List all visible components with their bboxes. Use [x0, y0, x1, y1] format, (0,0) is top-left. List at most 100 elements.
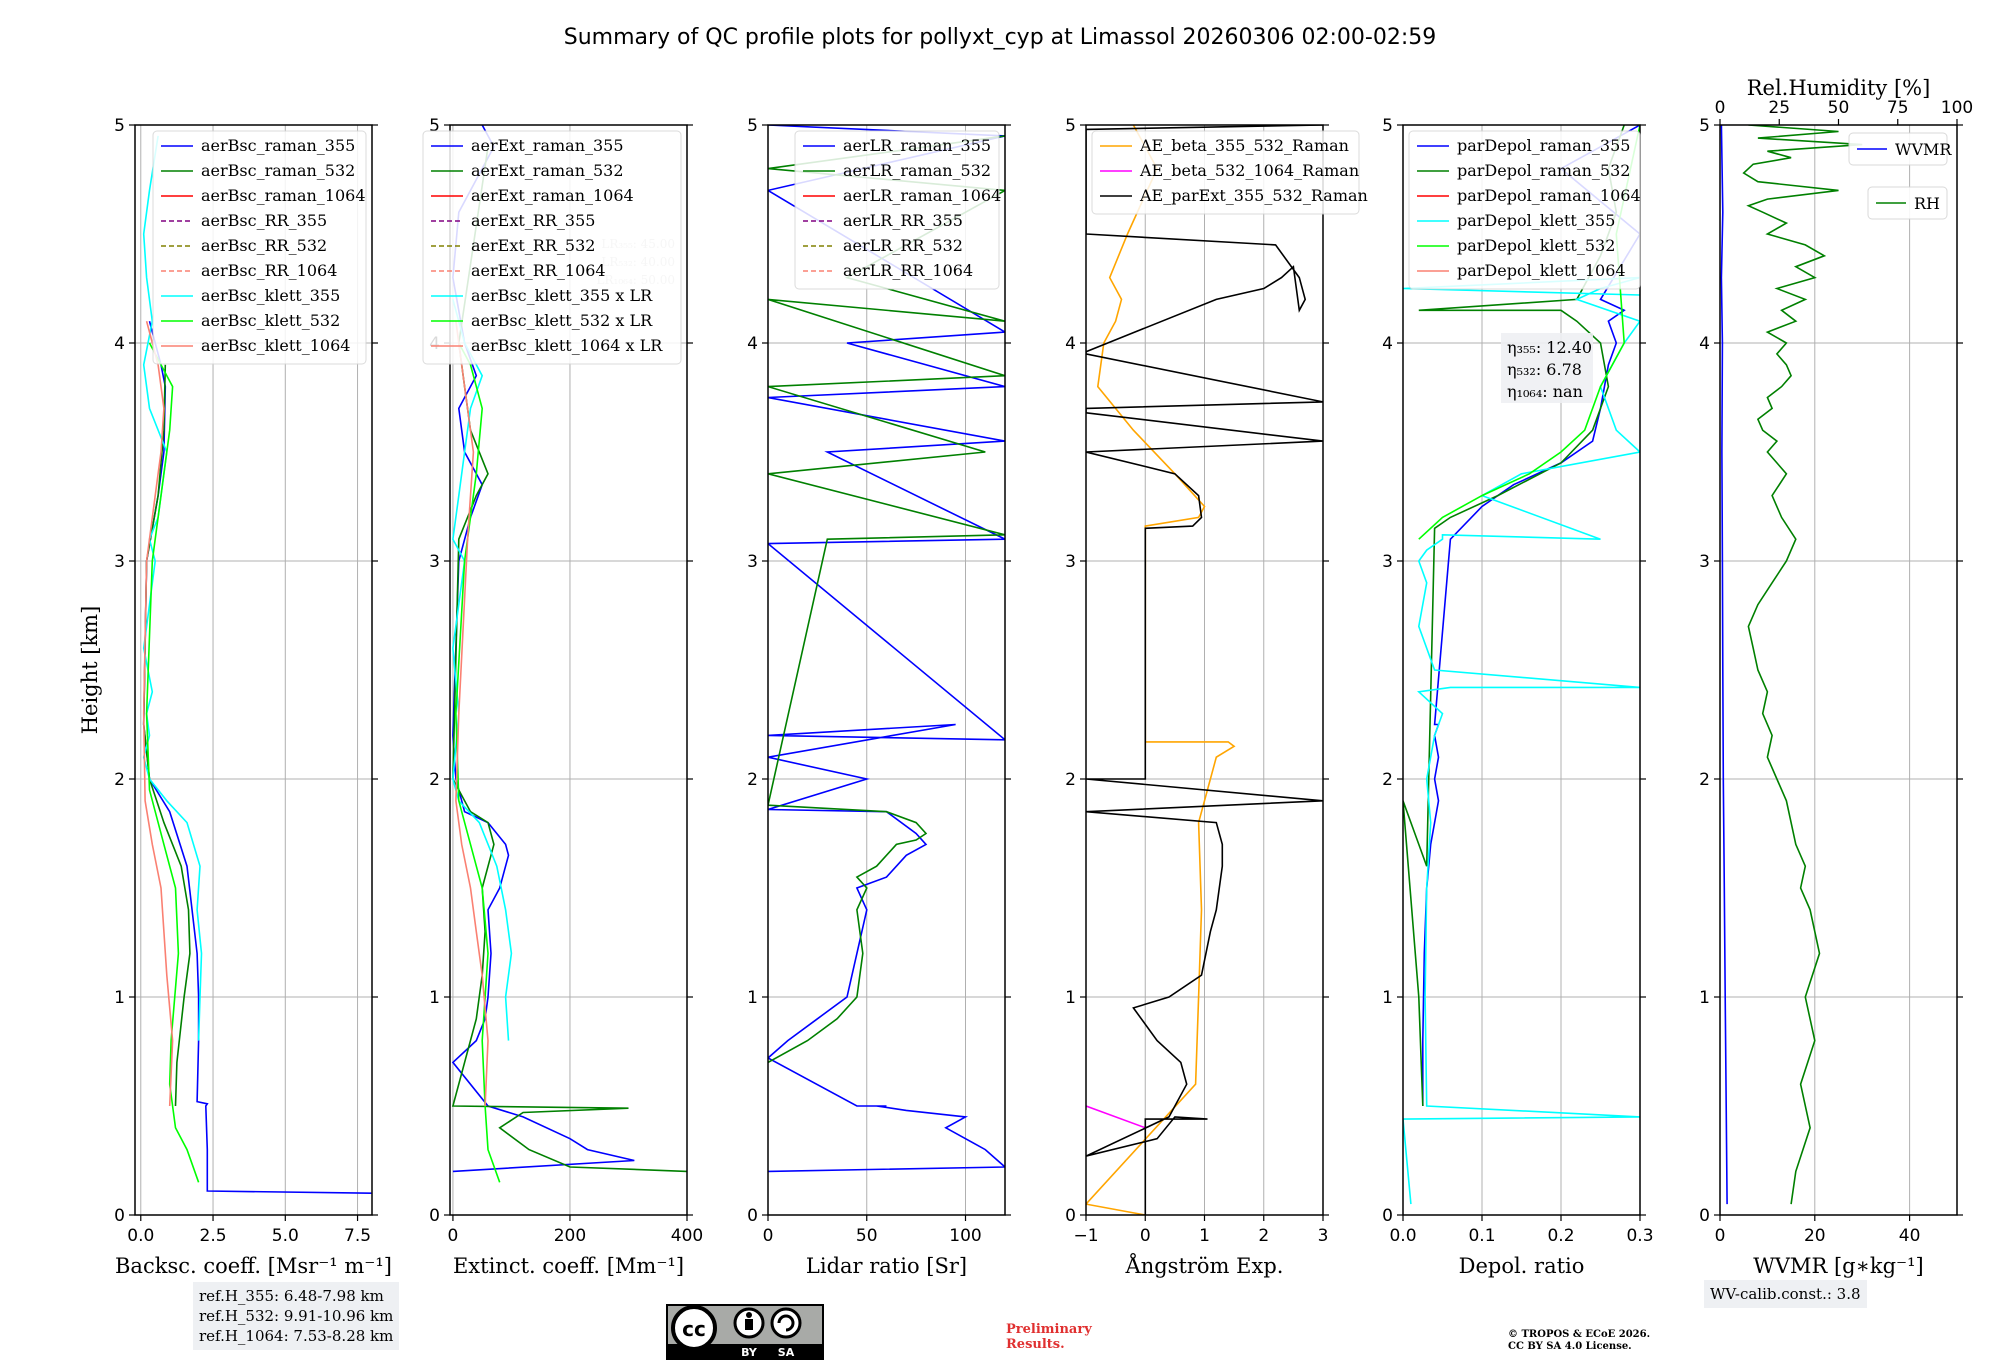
series-line-ae-parext-355-532-raman	[1086, 125, 1323, 1215]
figure-title: Summary of QC profile plots for pollyxt_…	[564, 25, 1437, 50]
panel-depol: 0.0 0.1 0.2 0.3 0 1 2 3 4 5 Depol. ratio η₃₅₅: 12.4…	[1382, 116, 1653, 1278]
legend-entry: AE_beta_532_1064_Raman	[1139, 161, 1359, 180]
legend-box	[1848, 132, 1948, 166]
legend-entry: WVMR	[1895, 140, 1952, 159]
legend: WVMR RH	[1848, 132, 1952, 220]
y-tick-label: 1	[1382, 988, 1393, 1008]
series-line-aerbsc-klett-355	[142, 135, 203, 1041]
legend-entry: aerExt_raman_1064	[471, 186, 634, 205]
axes-frame	[134, 124, 373, 1216]
y-tick-label: 4	[1699, 334, 1710, 354]
legend-box	[794, 130, 1000, 290]
ref-height-355: ref.H_355: 6.48-7.98 km	[199, 1287, 384, 1305]
series-line-aerlr-raman-532	[768, 135, 1005, 1064]
series-group	[142, 135, 372, 1194]
series-line-aerbsc-klett-532	[145, 342, 200, 1183]
y-tick-label: 2	[1699, 770, 1710, 790]
top-tick-label: 75	[1887, 98, 1909, 118]
x-tick-label: 0.0	[127, 1226, 154, 1246]
cc-sa-label: SA	[778, 1346, 795, 1359]
legend-entry: parDepol_klett_1064	[1457, 261, 1626, 280]
y-tick-label: 2	[1065, 770, 1076, 790]
series-line-aerbsc-raman-532	[142, 364, 191, 1107]
y-tick-label: 2	[114, 770, 125, 790]
top-axis-label: Rel.Humidity [%]	[1747, 76, 1931, 100]
x-tick-label: −1	[1073, 1226, 1098, 1246]
series-line-aerlr-raman-355	[768, 125, 1005, 1173]
y-tick-label: 5	[1065, 116, 1076, 136]
legend-box	[422, 130, 682, 365]
x-tick-label: 0.2	[1547, 1226, 1574, 1246]
series-line-aerbsc-klett-532-x-lr	[455, 342, 501, 1183]
legend-entry: AE_beta_355_532_Raman	[1139, 136, 1349, 155]
preliminary-line-2: Results.	[1006, 1337, 1065, 1352]
svg-text:cc: cc	[682, 1317, 706, 1341]
legend: aerExt_raman_355 aerExt_raman_532 aerExt_r…	[422, 130, 682, 365]
ref-heights-box: ref.H_355: 6.48-7.98 km ref.H_532: 9.91-…	[193, 1282, 400, 1350]
y-tick-label: 4	[747, 334, 758, 354]
copyright-note: © TROPOS & ECoE 2026. CC BY SA 4.0 Licen…	[1508, 1329, 1650, 1353]
x-tick-label: 2.5	[200, 1226, 227, 1246]
x-tick-label: 20	[1804, 1226, 1826, 1246]
x-tick-label: 2	[1258, 1226, 1269, 1246]
top-tick-label: 0	[1715, 98, 1726, 118]
x-tick-label: 0.3	[1626, 1226, 1653, 1246]
series-line-aerbsc-klett-1064-x-lr	[455, 321, 489, 1107]
legend: aerBsc_raman_355 aerBsc_raman_532 aerBsc_r…	[152, 130, 367, 365]
legend-entry: aerLR_RR_532	[843, 236, 963, 255]
legend-box	[1867, 186, 1948, 220]
panel-lr: 0 50 100 0 1 2 3 4 5 Lidar ratio [Sr] aerLR_raman_…	[747, 116, 1011, 1278]
legend-entry: aerBsc_RR_355	[201, 211, 327, 230]
y-tick-label: 3	[429, 552, 440, 572]
y-axis-label: Height [km]	[78, 606, 102, 735]
legend-entry: aerBsc_raman_355	[201, 136, 355, 155]
x-tick-label: 0	[448, 1226, 459, 1246]
series-line-ae-beta-355-532-raman	[1086, 125, 1236, 1215]
series-group	[1720, 125, 1863, 1205]
legend: aerLR_raman_355 aerLR_raman_532 aerLR_rama…	[794, 130, 1001, 290]
x-axis-label: WVMR [g∗kg⁻¹]	[1753, 1254, 1924, 1278]
depol-annotation: η₁₀₆₄: nan	[1507, 382, 1583, 401]
legend-entry: aerBsc_klett_355	[201, 286, 340, 305]
preliminary-note: Preliminary Results.	[1006, 1322, 1092, 1352]
y-tick-label: 2	[1382, 770, 1393, 790]
series-group	[451, 125, 687, 1183]
x-tick-label: 0	[1715, 1226, 1726, 1246]
y-tick-label: 3	[114, 552, 125, 572]
x-tick-label: 1	[1199, 1226, 1210, 1246]
x-axis-label: Depol. ratio	[1459, 1254, 1585, 1278]
y-tick-label: 5	[114, 116, 125, 136]
y-tick-label: 1	[747, 988, 758, 1008]
y-tick-label: 4	[114, 334, 125, 354]
series-line-aerbsc-raman-355	[142, 320, 372, 1194]
legend-entry: aerBsc_klett_532	[201, 311, 340, 330]
preliminary-line-1: Preliminary	[1006, 1322, 1092, 1337]
x-tick-label: 0	[1140, 1226, 1151, 1246]
y-tick-label: 0	[114, 1206, 125, 1226]
wv-calib-box: WV-calib.const.: 3.8	[1704, 1280, 1867, 1308]
legend-entry: aerBsc_klett_1064	[201, 336, 350, 355]
x-tick-label: 0	[763, 1226, 774, 1246]
x-axis-label: Ångström Exp.	[1125, 1253, 1284, 1278]
legend-entry: aerExt_RR_355	[471, 211, 595, 230]
depol-annotation: η₃₅₅: 12.40	[1507, 338, 1592, 357]
top-tick-label: 25	[1768, 98, 1790, 118]
panel-wv: 0 20 40 0 1 2 3 4 5 WVMR [g∗kg⁻¹] 0 25 50 75 100 Rel.Hu…	[1699, 76, 1973, 1278]
y-tick-label: 4	[1065, 334, 1076, 354]
depol-annotation: η₅₃₂: 6.78	[1507, 360, 1582, 379]
x-tick-label: 3	[1318, 1226, 1329, 1246]
legend-entry: parDepol_klett_355	[1457, 211, 1615, 230]
panel-ext: 0200400012345Extinct. coeff. [Mm⁻¹]LR₃₅₅…	[422, 116, 703, 1278]
legend-entry: aerExt_RR_532	[471, 236, 595, 255]
y-tick-label: 5	[1699, 116, 1710, 136]
x-tick-label: 5.0	[272, 1226, 299, 1246]
ref-height-532: ref.H_532: 9.91-10.96 km	[199, 1307, 394, 1325]
axes-frame	[767, 124, 1006, 1216]
series-line-rh	[1742, 125, 1863, 1205]
legend-entry: aerLR_RR_1064	[843, 261, 973, 280]
legend-box	[1408, 130, 1641, 290]
wv-calib-text: WV-calib.const.: 3.8	[1710, 1285, 1861, 1303]
y-tick-label: 0	[1382, 1206, 1393, 1226]
